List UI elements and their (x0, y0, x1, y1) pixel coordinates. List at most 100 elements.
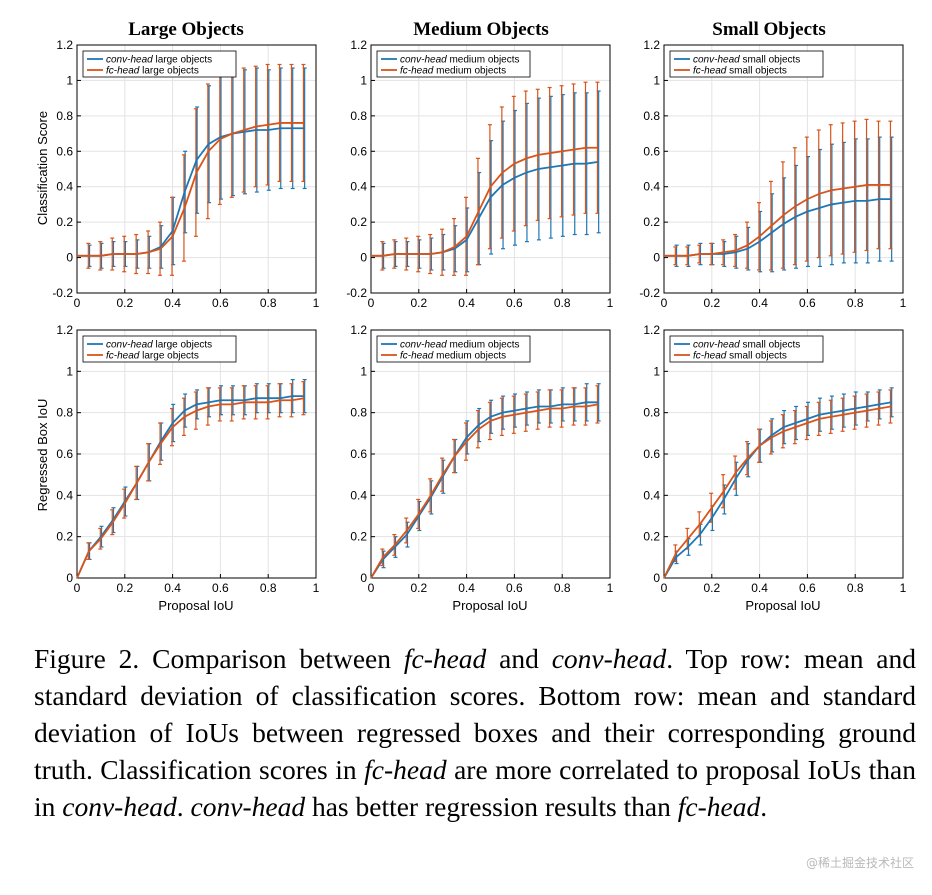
y-tick-label: 0.2 (56, 530, 73, 544)
legend-label-rest: large objects (139, 351, 198, 362)
y-tick-label: 1.2 (643, 38, 660, 52)
ylabel-top: Classification Score (35, 111, 50, 225)
legend-label-rest: small objects (740, 55, 801, 66)
caption-text-5: . (176, 791, 191, 822)
legend-label-fc-head: fc-head medium objects (400, 66, 506, 77)
legend-label-fc-head: fc-head small objects (693, 66, 787, 77)
series-line-conv-head (370, 401, 599, 579)
x-tick-label: 0.8 (847, 581, 864, 595)
legend-label-head: conv-head (106, 340, 153, 351)
panel-iou-small: 0 0.2 0.4 0.6 0.8 1 0 0.2 0.4 0.6 0.8 1 1.2 conv-head… (643, 323, 906, 595)
y-tick-label: 0.8 (350, 109, 367, 123)
legend-label-head: conv-head (106, 55, 153, 66)
x-tick-label: 1 (313, 296, 320, 310)
y-tick-label: 0.8 (56, 406, 73, 420)
x-tick-label: 0.4 (164, 581, 181, 595)
y-tick-label: 1 (66, 73, 73, 87)
legend-label-head: conv-head (693, 55, 740, 66)
series-line-conv-head (371, 161, 599, 257)
y-tick-label: 1 (360, 364, 367, 378)
series-line-fc-head (663, 405, 892, 579)
panel-score-medium: 0 0.2 0.4 0.6 0.8 1-0.200.20.40.60.811.2conv-… (346, 38, 613, 310)
plot-frame (370, 44, 611, 294)
x-tick-label: 0 (74, 581, 81, 595)
series-line-conv-head (663, 401, 892, 579)
series-line-fc-head (76, 397, 305, 579)
series-line-conv-head (76, 395, 305, 579)
caption-text-4: are more correlated to proposal IoUs tha… (34, 754, 916, 822)
series-line-fc-head (371, 146, 599, 257)
y-tick-label: -0.2 (639, 286, 660, 300)
x-tick-label: 1 (607, 296, 614, 310)
legend-label-fc-head: fc-head large objects (106, 351, 199, 362)
legend-label-rest: small objects (726, 351, 787, 362)
panel-score-small: 0 0.2 0.4 0.6 0.8 1-0.200.20.40.60.811.2conv-… (639, 38, 906, 310)
y-tick-label: 0.2 (350, 215, 367, 229)
y-tick-label: 1.2 (643, 323, 660, 337)
legend-label-conv-head: conv-head medium objects (400, 340, 520, 351)
y-tick-label: 1 (66, 364, 73, 378)
y-tick-label: 1.2 (350, 38, 367, 52)
series-line-fc-head (664, 184, 892, 257)
x-tick-label: 0.4 (751, 296, 768, 310)
chart-panels: 0 0.2 0.4 0.6 0.8 1 -0.2 0 0.2 0.4 0.6 0.8 1 1.2 conv-… (52, 38, 906, 595)
series-line-conv-head (664, 198, 892, 257)
y-tick-label: 0.2 (350, 530, 367, 544)
y-tick-label: 0.6 (643, 447, 660, 461)
x-tick-label: 0.2 (410, 296, 427, 310)
legend-box (376, 50, 531, 78)
x-tick-label: 0.4 (458, 296, 475, 310)
x-tick-label: 0 (368, 581, 375, 595)
x-tick-label: 0.2 (116, 296, 133, 310)
x-tick-label: 0 (368, 296, 375, 310)
legend-label-head: fc-head (693, 351, 727, 362)
legend-label-head: conv-head (400, 55, 447, 66)
x-tick-label: 0.4 (751, 581, 768, 595)
legend-label-rest: small objects (726, 66, 787, 77)
x-tick-label: 0.2 (116, 581, 133, 595)
legend-label-rest: large objects (153, 55, 212, 66)
x-tick-label: 0.8 (260, 581, 277, 595)
caption-term-fc-1: fc-head (403, 643, 487, 674)
legend-box (82, 335, 237, 363)
x-tick-label: 0.6 (799, 296, 816, 310)
y-tick-label: 0.8 (643, 406, 660, 420)
y-tick-label: 0.4 (56, 180, 73, 194)
y-tick-label: 0 (360, 251, 367, 265)
x-tick-label: 0.6 (212, 296, 229, 310)
y-tick-label: 0.8 (56, 109, 73, 123)
col-title-large: Large Objects (128, 19, 244, 40)
y-tick-label: 0.6 (56, 447, 73, 461)
xlabel-middle: Proposal IoU (452, 598, 527, 613)
caption-text-6: has better regression results than (305, 791, 678, 822)
x-tick-label: 0.2 (703, 296, 720, 310)
x-tick-label: 0.4 (164, 296, 181, 310)
col-title-medium: Medium Objects (413, 19, 549, 40)
x-tick-label: 0.6 (506, 296, 523, 310)
legend-label-conv-head: conv-head medium objects (400, 55, 520, 66)
legend-label-conv-head: conv-head small objects (693, 340, 800, 351)
legend-label-fc-head: fc-head large objects (106, 66, 199, 77)
legend-label-head: fc-head (693, 66, 727, 77)
legend-label-rest: medium objects (433, 66, 506, 77)
legend-label-rest: medium objects (433, 351, 506, 362)
watermark: @稀土掘金技术社区 (805, 856, 914, 870)
legend-label-conv-head: conv-head large objects (106, 55, 212, 66)
y-tick-label: 0 (66, 571, 73, 585)
legend-box (669, 335, 824, 363)
panel-iou-medium: 0 0.2 0.4 0.6 0.8 1 0 0.2 0.4 0.6 0.8 1 1.2 conv-head… (350, 323, 613, 595)
figure-caption: Figure 2. Comparison between fc-head and… (34, 640, 916, 825)
x-tick-label: 0.8 (847, 296, 864, 310)
legend-box (82, 50, 237, 78)
series-line-fc-head (77, 122, 305, 257)
y-tick-label: 0.4 (350, 488, 367, 502)
legend-label-head: fc-head (106, 66, 140, 77)
x-tick-label: 0 (661, 581, 668, 595)
x-tick-label: 1 (900, 296, 907, 310)
y-tick-label: 0.4 (643, 180, 660, 194)
y-tick-label: 0.2 (643, 530, 660, 544)
y-tick-label: 0.6 (350, 144, 367, 158)
legend-label-head: conv-head (693, 340, 740, 351)
figure-panels: Large Objects Medium Objects Small Objec… (35, 19, 907, 613)
